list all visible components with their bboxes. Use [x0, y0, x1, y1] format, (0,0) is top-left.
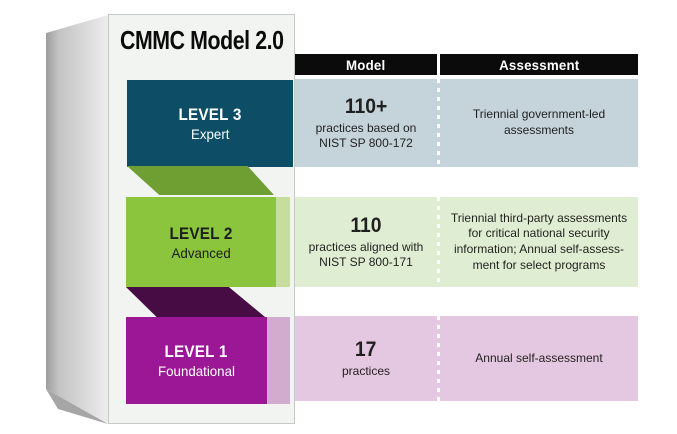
column-header-model: Model [295, 54, 437, 75]
level-1-practice-desc: practices [341, 363, 391, 378]
column-header-assessment-text: Assessment [498, 56, 580, 73]
column-header-assessment: Assessment [440, 54, 638, 75]
box-side-face [46, 15, 108, 424]
level-3-model-cell: 110+ practices based on NIST SP 800-172 [295, 79, 437, 167]
level-2-name: LEVEL 2 [169, 223, 233, 243]
level-3-tier: Expert [190, 126, 230, 142]
table-row-level-1: 17 practices Annual self-assessment [295, 316, 638, 401]
level-1-model-cell: 17 practices [295, 316, 437, 401]
level-2-model-cell: 110 practices aligned with NIST SP 800-1… [295, 197, 437, 287]
level-2-assessment-text: Triennial third-party assessments for cr… [450, 210, 628, 272]
row-column-divider [437, 197, 440, 287]
level-3-assessment-text: Triennial government-led assessments [472, 107, 606, 137]
level-3-box: LEVEL 3 Expert [127, 80, 293, 167]
level-2-practice-desc: practices aligned with NIST SP 800-171 [308, 239, 424, 269]
row-column-divider [437, 316, 440, 401]
level-2-edge-strip [276, 197, 290, 287]
level-1-box: LEVEL 1 Foundational [126, 317, 267, 404]
level-3-practice-count: 110+ [344, 94, 388, 118]
level-1-assessment-cell: Annual self-assessment [440, 316, 638, 401]
table-row-level-3: 110+ practices based on NIST SP 800-172 … [295, 79, 638, 167]
level-1-practice-count: 17 [355, 337, 377, 361]
level-3-name: LEVEL 3 [178, 105, 242, 124]
table-header: Model Assessment [295, 54, 638, 75]
level-2-assessment-cell: Triennial third-party assessments for cr… [440, 197, 638, 287]
level-1-tier: Foundational [158, 363, 235, 379]
box-bottom-fold [46, 389, 108, 424]
header-column-divider [437, 54, 440, 75]
level-2-tier: Advanced [171, 244, 231, 261]
level-3-practice-desc: practices based on NIST SP 800-172 [315, 120, 417, 150]
level-2-box: LEVEL 2 Advanced [126, 197, 276, 287]
page-title: CMMC Model 2.0 [108, 25, 295, 55]
row-column-divider [437, 79, 440, 167]
level-3-assessment-cell: Triennial government-led assessments [440, 79, 638, 167]
column-header-model-text: Model [346, 56, 386, 73]
level-1-assessment-text: Annual self-assessment [475, 350, 603, 365]
level-1-name: LEVEL 1 [164, 342, 229, 361]
level-2-practice-count: 110 [350, 213, 382, 237]
table-row-level-2: 110 practices aligned with NIST SP 800-1… [295, 197, 638, 287]
level-1-edge-strip [267, 317, 290, 404]
page-title-text: CMMC Model 2.0 [119, 24, 284, 55]
